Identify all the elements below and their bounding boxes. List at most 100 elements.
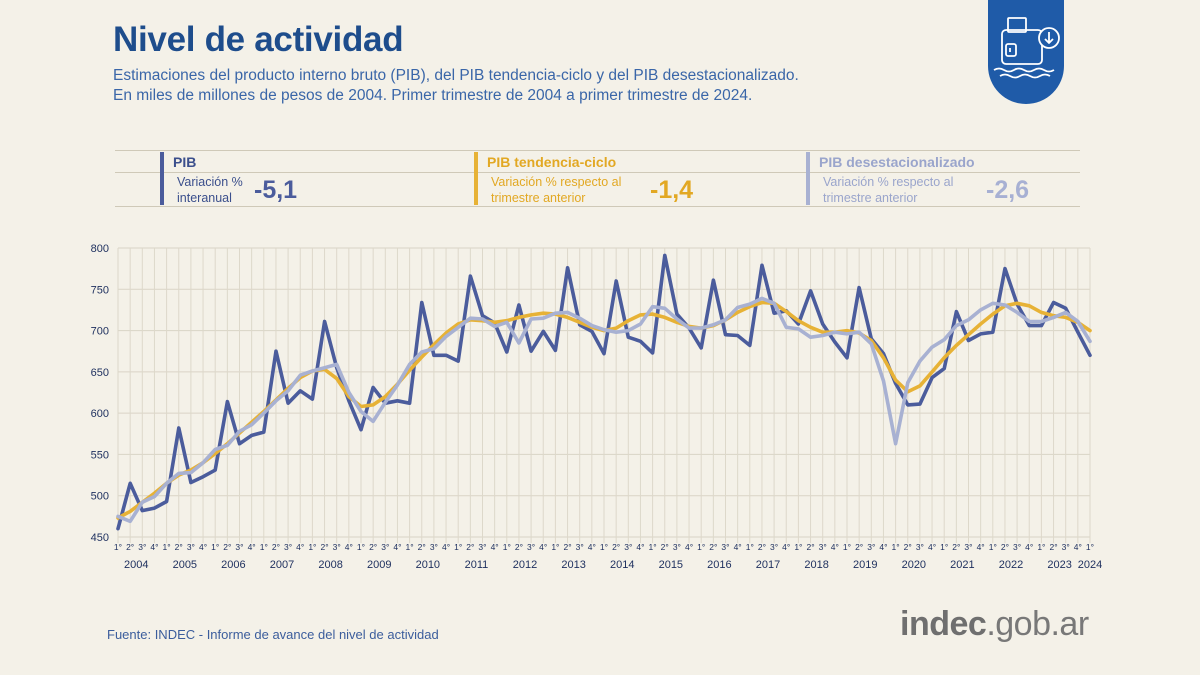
x-tick-label: 3° <box>721 542 729 552</box>
x-tick-label: 3° <box>867 542 875 552</box>
x-tick-label: 3° <box>430 542 438 552</box>
legend-desc: Variación % respecto al trimestre anteri… <box>823 174 973 206</box>
year-label: 2006 <box>221 559 245 571</box>
year-label: 2018 <box>804 559 828 571</box>
y-tick-label: 450 <box>91 532 109 544</box>
subtitle-line-2: En miles de millones de pesos de 2004. P… <box>113 87 753 104</box>
x-tick-label: 4° <box>831 542 839 552</box>
x-tick-label: 2° <box>709 542 717 552</box>
x-tick-label: 1° <box>794 542 802 552</box>
year-label: 2015 <box>659 559 683 571</box>
page-subtitle: Estimaciones del producto interno bruto … <box>113 66 933 106</box>
x-tick-label: 1° <box>211 542 219 552</box>
subtitle-line-1: Estimaciones del producto interno bruto … <box>113 67 799 84</box>
x-tick-label: 3° <box>916 542 924 552</box>
indec-brand-logo[interactable]: indec.gob.ar <box>900 605 1089 644</box>
year-label: 2005 <box>173 559 197 571</box>
y-tick-label: 750 <box>91 284 109 296</box>
year-label: 2021 <box>950 559 974 571</box>
x-tick-label: 2° <box>952 542 960 552</box>
page-title: Nivel de actividad <box>113 20 404 59</box>
x-tick-label: 3° <box>576 542 584 552</box>
year-label: 2011 <box>465 559 489 571</box>
x-tick-label: 1° <box>503 542 511 552</box>
legend-desc-line: Variación % respecto al <box>491 175 622 189</box>
x-tick-label: 4° <box>734 542 742 552</box>
x-tick-label: 1° <box>940 542 948 552</box>
legend-value: -2,6 <box>986 176 1030 204</box>
x-tick-label: 3° <box>187 542 195 552</box>
y-tick-label: 500 <box>91 491 109 503</box>
x-tick-label: 4° <box>393 542 401 552</box>
x-tick-label: 4° <box>345 542 353 552</box>
x-tick-label: 1° <box>1037 542 1045 552</box>
x-tick-label: 1° <box>1086 542 1094 552</box>
x-tick-label: 3° <box>673 542 681 552</box>
x-tick-label: 1° <box>989 542 997 552</box>
x-tick-label: 4° <box>150 542 158 552</box>
x-tick-label: 4° <box>685 542 693 552</box>
x-tick-label: 4° <box>928 542 936 552</box>
x-tick-label: 1° <box>308 542 316 552</box>
legend-value: -5,1 <box>254 176 298 204</box>
x-tick-label: 2° <box>369 542 377 552</box>
x-tick-label: 3° <box>138 542 146 552</box>
x-tick-label: 4° <box>248 542 256 552</box>
x-tick-label: 2° <box>1001 542 1009 552</box>
year-label: 2014 <box>610 559 634 571</box>
download-tab[interactable] <box>988 0 1064 104</box>
x-tick-label: 2° <box>515 542 523 552</box>
year-label: 2010 <box>416 559 440 571</box>
gdp-line-chart: 450 500 550 600 650 700 750 800 1° 2° 3° 4° 1° 2° 3° 4°… <box>91 243 1103 571</box>
legend-desc: Variación % respecto al trimestre anteri… <box>491 174 641 206</box>
summary-legend: PIB Variación % interanual -5,1 PIB tend… <box>115 150 1080 207</box>
x-tick-label: 1° <box>746 542 754 552</box>
legend-desc: Variación % interanual <box>177 174 327 206</box>
x-tick-label: 2° <box>126 542 134 552</box>
y-tick-label: 700 <box>91 326 109 338</box>
x-tick-label: 2° <box>904 542 912 552</box>
x-tick-label: 1° <box>114 542 122 552</box>
year-label: 2017 <box>756 559 780 571</box>
legend-desc-line: trimestre anterior <box>823 191 918 205</box>
x-tick-label: 2° <box>1049 542 1057 552</box>
legend-name: PIB <box>173 154 197 170</box>
x-tick-label: 3° <box>624 542 632 552</box>
series-line-desestacionalizado <box>116 296 1092 524</box>
brand-rest: .gob.ar <box>986 605 1089 643</box>
x-tick-label: 4° <box>1074 542 1082 552</box>
x-tick-label: 1° <box>892 542 900 552</box>
x-tick-label: 3° <box>819 542 827 552</box>
x-tick-label: 3° <box>235 542 243 552</box>
x-tick-label: 2° <box>175 542 183 552</box>
x-tick-label: 2° <box>806 542 814 552</box>
x-tick-label: 2° <box>418 542 426 552</box>
x-tick-label: 3° <box>964 542 972 552</box>
year-label: 2004 <box>124 559 148 571</box>
year-label: 2023 <box>1047 559 1071 571</box>
legend-desc-line: Variación % respecto al <box>823 175 954 189</box>
brand-bold: indec <box>900 605 987 643</box>
x-tick-label: 1° <box>697 542 705 552</box>
year-label: 2020 <box>902 559 926 571</box>
x-tick-label: 1° <box>600 542 608 552</box>
x-tick-label: 4° <box>879 542 887 552</box>
y-tick-label: 650 <box>91 367 109 379</box>
legend-value: -1,4 <box>650 176 694 204</box>
legend-item-desestacionalizado: PIB desestacionalizado Variación % respe… <box>806 152 1029 206</box>
x-tick-label: 1° <box>551 542 559 552</box>
x-tick-label: 1° <box>843 542 851 552</box>
x-tick-label: 2° <box>223 542 231 552</box>
x-tick-label: 1° <box>649 542 657 552</box>
legend-desc-line: Variación % <box>177 175 243 189</box>
legend-divider <box>115 172 1080 173</box>
x-tick-label: 4° <box>491 542 499 552</box>
y-tick-label: 550 <box>91 449 109 461</box>
x-tick-label: 1° <box>163 542 171 552</box>
x-tick-label: 4° <box>199 542 207 552</box>
year-label: 2008 <box>318 559 342 571</box>
x-tick-label: 2° <box>758 542 766 552</box>
x-tick-label: 1° <box>357 542 365 552</box>
x-tick-label: 3° <box>333 542 341 552</box>
year-label: 2019 <box>853 559 877 571</box>
